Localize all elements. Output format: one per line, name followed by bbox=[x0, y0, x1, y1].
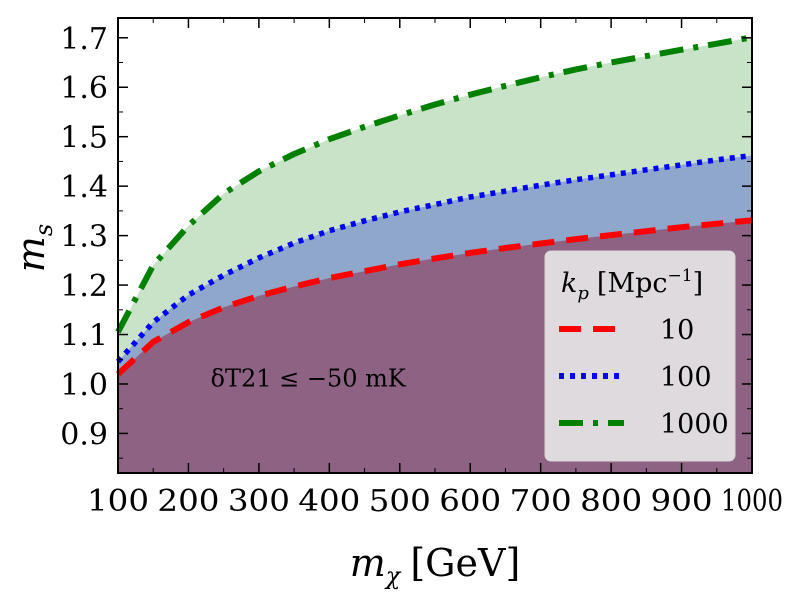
legend: kp [Mpc−1] 10 100 1000 bbox=[544, 250, 736, 462]
x-tick-label: 300 bbox=[228, 484, 290, 519]
x-tick-label: 500 bbox=[369, 484, 431, 519]
x-tick-label: 900 bbox=[651, 484, 713, 519]
series-line-100 bbox=[115, 152, 753, 364]
y-tick-labels: 0.9 1.0 1.1 1.2 1.3 1.4 1.5 1.6 1.7 bbox=[60, 22, 108, 453]
threshold-annotation: δT21 ≤ −50 mK bbox=[211, 364, 407, 392]
legend-entries: 10 100 1000 bbox=[559, 315, 729, 440]
y-tick-label: 1.4 bbox=[60, 170, 108, 205]
y-tick-label: 1.1 bbox=[60, 319, 108, 354]
y-tick-label: 1.6 bbox=[60, 71, 108, 106]
x-tick-label: 700 bbox=[510, 484, 572, 519]
y-tick-label: 1.7 bbox=[60, 22, 108, 57]
x-tick-label: 400 bbox=[298, 484, 360, 519]
legend-box bbox=[544, 250, 736, 462]
y-tick-label: 1.0 bbox=[60, 368, 108, 403]
y-tick-label: 1.3 bbox=[60, 220, 108, 255]
plot-lines bbox=[115, 34, 753, 377]
legend-label-1000: 1000 bbox=[660, 409, 729, 440]
legend-title: kp [Mpc−1] bbox=[561, 266, 703, 304]
y-tick-label: 0.9 bbox=[60, 417, 108, 452]
legend-label-100: 100 bbox=[660, 362, 712, 393]
x-tick-label: 100 bbox=[87, 484, 149, 519]
legend-label-10: 10 bbox=[660, 315, 694, 346]
y-tick-label: 1.5 bbox=[60, 121, 108, 156]
x-tick-label: 800 bbox=[580, 484, 642, 519]
x-tick-label: 1000 bbox=[721, 484, 783, 519]
series-line-10 bbox=[115, 217, 753, 377]
y-axis-label: ms bbox=[9, 224, 58, 272]
x-tick-labels: 100 200 300 400 500 600 700 800 900 1000 bbox=[87, 484, 783, 519]
x-tick-label: 200 bbox=[157, 484, 219, 519]
x-tick-label: 600 bbox=[439, 484, 501, 519]
axis-ticks bbox=[117, 18, 753, 473]
x-axis-label: mχ [GeV] bbox=[350, 541, 521, 590]
y-tick-label: 1.2 bbox=[60, 269, 108, 304]
series-line-1000 bbox=[115, 34, 753, 334]
